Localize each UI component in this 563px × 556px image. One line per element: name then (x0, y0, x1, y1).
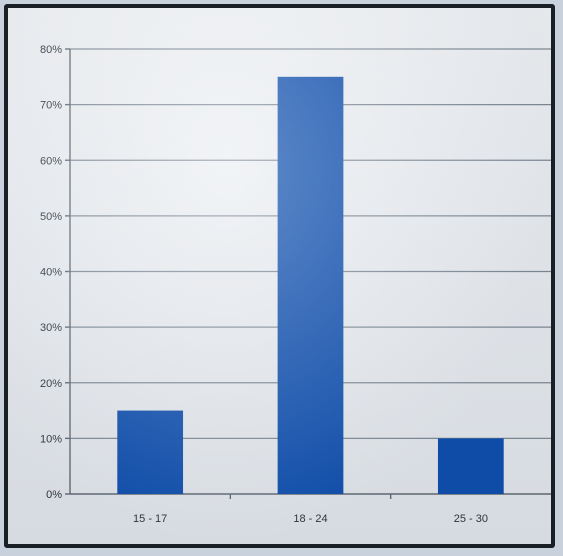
y-tick-label: 0% (46, 489, 62, 501)
x-tick-label: 15 - 17 (133, 513, 167, 525)
y-tick-label: 50% (40, 211, 62, 223)
bars (117, 77, 503, 494)
x-tick-label: 25 - 30 (454, 513, 488, 525)
y-tick-label: 80% (40, 44, 62, 56)
x-tick-label: 18 - 24 (293, 513, 327, 525)
y-tick-label: 70% (40, 100, 62, 112)
bar-18-24 (278, 77, 344, 494)
x-axis-ticks: 15 - 17 18 - 24 25 - 30 (133, 494, 488, 525)
bar-chart: 0% 10% 20% 30% 40% 50% 60% 70% 80% 15 - 17 18 - 2… (8, 8, 555, 548)
y-tick-label: 40% (40, 267, 62, 279)
y-axis-ticks: 0% 10% 20% 30% 40% 50% 60% 70% 80% (40, 44, 70, 501)
y-tick-label: 20% (40, 378, 62, 390)
bar-15-17 (117, 411, 183, 494)
chart-frame: 0% 10% 20% 30% 40% 50% 60% 70% 80% 15 - 17 18 - 2… (4, 4, 555, 548)
y-tick-label: 30% (40, 322, 62, 334)
bar-25-30 (438, 438, 504, 494)
y-tick-label: 60% (40, 155, 62, 167)
y-tick-label: 10% (40, 433, 62, 445)
